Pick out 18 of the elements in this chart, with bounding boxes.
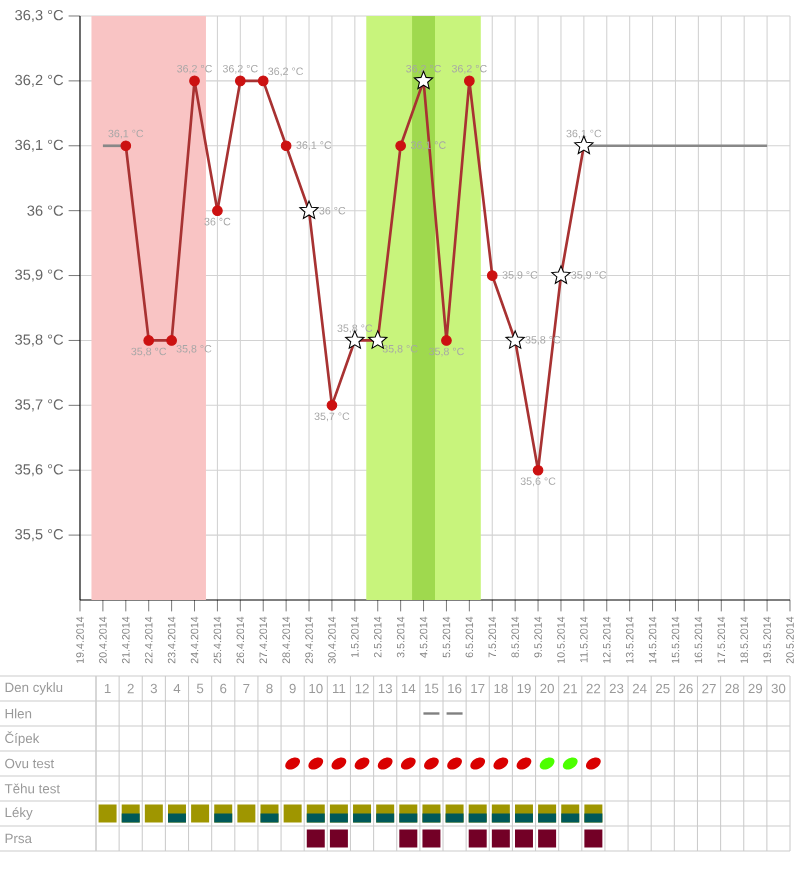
point [189, 75, 200, 87]
point [212, 205, 223, 216]
point [395, 140, 406, 152]
point [120, 140, 132, 152]
point [257, 75, 269, 87]
point [326, 399, 338, 411]
point [143, 335, 155, 346]
point [166, 335, 177, 346]
point [486, 270, 498, 281]
point [464, 75, 475, 87]
point [280, 140, 292, 152]
point [551, 265, 571, 284]
point [368, 330, 388, 349]
point [299, 200, 319, 219]
point [505, 330, 525, 349]
point [532, 464, 544, 476]
point [234, 75, 246, 87]
point [441, 335, 452, 346]
